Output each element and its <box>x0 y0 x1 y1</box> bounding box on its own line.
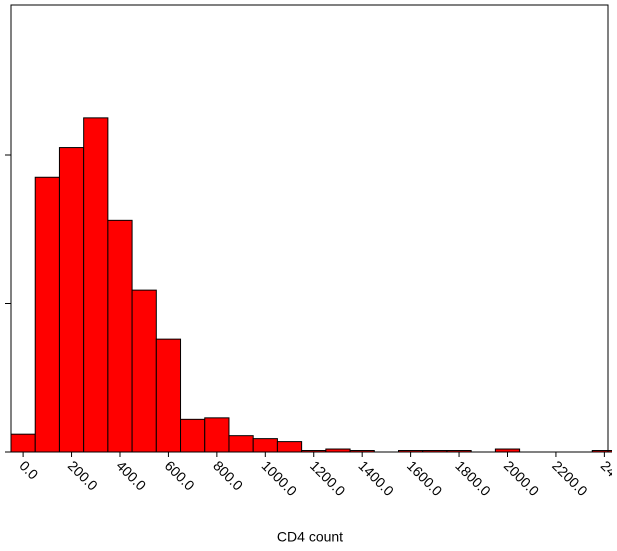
bar <box>228 435 254 453</box>
x-tick-label: 2400.0 <box>598 457 617 499</box>
x-tick-label: 1400.0 <box>355 457 397 499</box>
bar <box>276 441 303 453</box>
x-tick-label: 1000.0 <box>259 457 301 499</box>
x-tick-label: 400.0 <box>113 457 149 493</box>
bar <box>107 219 133 453</box>
x-tick-label: 2200.0 <box>549 457 591 499</box>
bar <box>204 417 230 453</box>
x-tick-label: 800.0 <box>210 457 246 493</box>
bar <box>155 338 182 453</box>
bar <box>58 147 85 453</box>
x-tick-label: 0.0 <box>16 457 41 482</box>
bar <box>83 117 109 453</box>
bar <box>10 433 36 453</box>
x-axis-label: CD4 count <box>277 529 343 545</box>
x-tick-label: 1600.0 <box>404 457 446 499</box>
x-tick-label: 1200.0 <box>307 457 349 499</box>
plot: 0.0 200.0 400.0 600.0 800.0 1000.0 1200.0 1400.… <box>5 4 617 499</box>
bar <box>34 176 60 453</box>
x-tick-label: 200.0 <box>65 457 101 493</box>
bar <box>180 418 206 453</box>
x-tick-label: 1800.0 <box>452 457 494 499</box>
bar <box>131 289 157 453</box>
bar <box>252 438 278 453</box>
x-tick-label: 600.0 <box>162 457 198 493</box>
plot-frame <box>10 4 609 453</box>
x-tick-label: 2000.0 <box>501 457 543 499</box>
